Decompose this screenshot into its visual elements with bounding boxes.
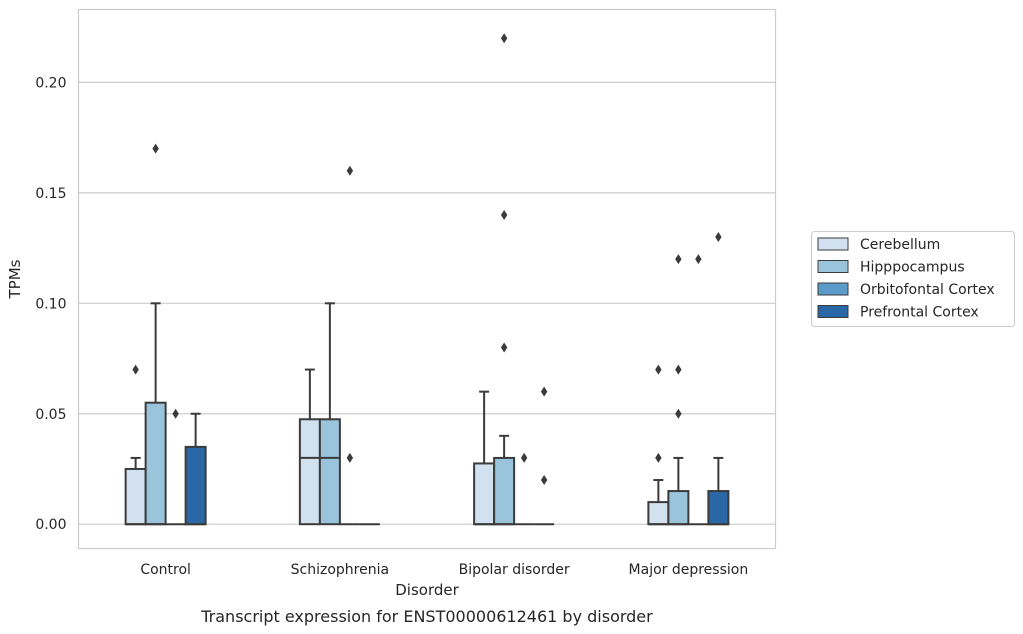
box-hipppocampus: [667, 254, 690, 526]
legend-label: Orbitofontal Cortex: [860, 282, 995, 298]
outlier-point: [655, 452, 662, 463]
x-axis-title: Disorder: [395, 581, 459, 599]
legend-label: Prefrontal Cortex: [860, 305, 979, 321]
outlier-point: [346, 165, 354, 176]
outlier-point: [152, 143, 159, 154]
box-orbitofontal-cortex: [165, 408, 186, 526]
y-tick-label: 0.20: [35, 75, 66, 91]
outlier-point: [655, 364, 662, 375]
box-cerebellum: [298, 368, 321, 526]
legend-swatch: [817, 282, 849, 296]
legend-label: Cerebellum: [860, 237, 940, 253]
outlier-point: [675, 364, 682, 375]
x-tick-label: Bipolar disorder: [459, 562, 570, 578]
outlier-point: [675, 408, 682, 419]
outlier-point: [520, 452, 528, 463]
box-body: [318, 418, 341, 526]
box-cerebellum: [124, 364, 147, 526]
outlier-point: [132, 364, 139, 375]
box-body: [124, 467, 147, 526]
outlier-point: [172, 408, 179, 419]
box-cerebellum: [647, 364, 670, 526]
y-axis-title: TPMs: [6, 259, 24, 299]
x-tick-label: Control: [140, 562, 191, 578]
outlier-point: [500, 342, 508, 353]
box-prefrontal-cortex: [184, 412, 207, 526]
legend-swatch: [817, 237, 849, 251]
box-body: [298, 418, 321, 526]
legend-swatch: [817, 260, 849, 273]
x-tick-label: Schizophrenia: [291, 562, 389, 578]
legend-swatch: [817, 305, 849, 318]
box-orbitofontal-cortex: [514, 452, 535, 526]
y-tick-label: 0.15: [35, 186, 66, 202]
box-body: [647, 501, 670, 526]
y-tick-label: 0.10: [35, 296, 66, 312]
plot-frame: [77, 8, 777, 550]
box-hipppocampus: [144, 143, 167, 526]
box-body: [493, 456, 516, 526]
x-tick-label: Major depression: [629, 562, 749, 578]
box-body: [184, 445, 207, 526]
box-prefrontal-cortex: [534, 386, 555, 526]
box-prefrontal-cortex: [707, 232, 730, 526]
marks-layer: [124, 33, 730, 526]
legend-frame: [811, 231, 1015, 327]
box-body: [144, 401, 167, 526]
box-body: [473, 462, 496, 526]
outlier-point: [675, 254, 682, 265]
box-orbitofontal-cortex: [688, 254, 709, 526]
y-tick-label: 0.05: [35, 407, 66, 423]
y-tick-label: 0.00: [35, 517, 66, 533]
legend-label: Hipppocampus: [860, 260, 965, 276]
box-orbitofontal-cortex: [339, 165, 360, 526]
ticks-layer: 0.00 0.05 0.10 0.15 0.20 Control Schizophrenia…: [35, 75, 748, 578]
figure-caption: Transcript expression for ENST0000061246…: [200, 607, 653, 626]
outlier-point: [715, 232, 722, 243]
box-cerebellum: [473, 390, 496, 526]
legend: Cerebellum Hipppocampus Orbitofontal Corte…: [811, 231, 1015, 327]
box-body: [707, 490, 730, 526]
outlier-point: [540, 386, 548, 397]
box-hipppocampus: [493, 33, 516, 526]
box-body: [667, 490, 690, 526]
box-hipppocampus: [318, 302, 341, 526]
outlier-point: [500, 33, 508, 44]
outlier-point: [540, 475, 548, 486]
outlier-point: [500, 209, 508, 220]
grid-layer: [78, 81, 776, 525]
outlier-point: [695, 254, 702, 265]
outlier-point: [346, 452, 354, 463]
